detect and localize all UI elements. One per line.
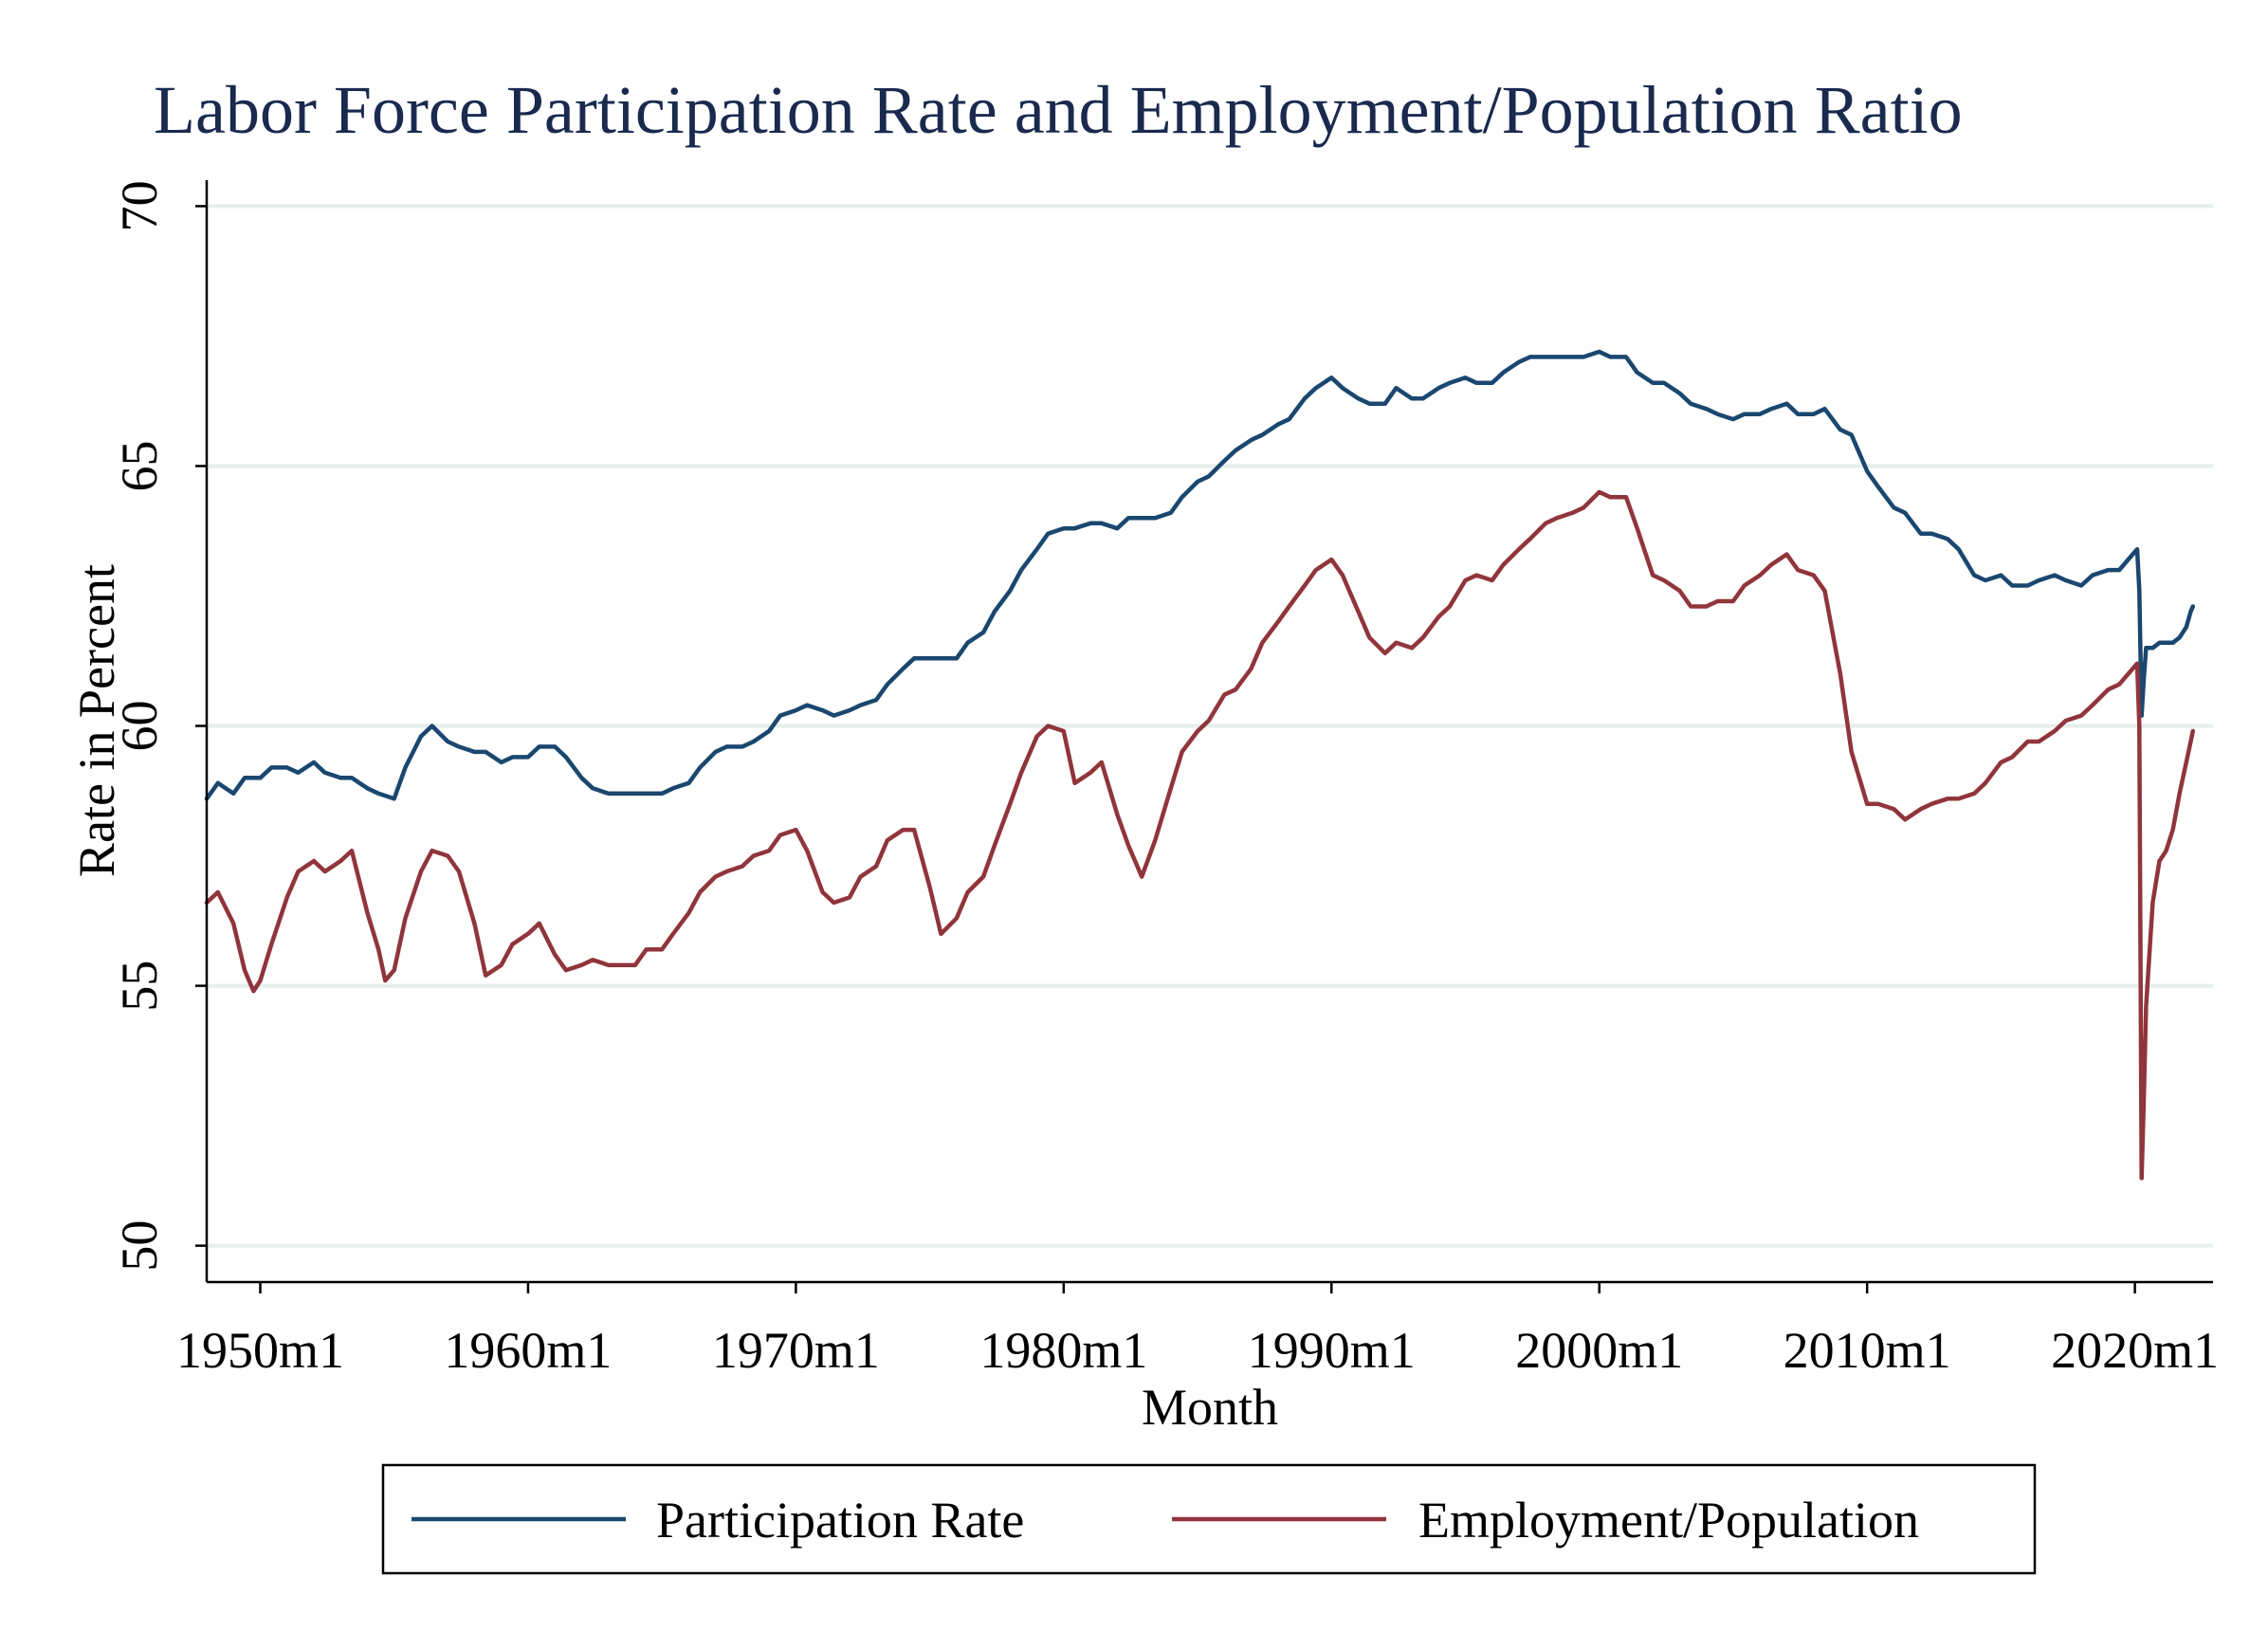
y-axis-title: Rate in Percent	[68, 564, 125, 877]
x-tick-label: 1980m1	[979, 1322, 1147, 1379]
x-tick-label: 1970m1	[712, 1322, 880, 1379]
x-tick-label: 2010m1	[1783, 1322, 1951, 1379]
y-axis-ticks: 50 55 60 65 70	[111, 180, 207, 1272]
x-axis-ticks: 1950m1 1960m1 1970m1 1980m1 1990m1 2000m1 2010…	[176, 1282, 2219, 1379]
axes	[205, 180, 2213, 1284]
chart-title: Labor Force Participation Rate and Emplo…	[154, 72, 1963, 148]
x-tick-label: 2020m1	[2051, 1322, 2219, 1379]
legend-label-employment-population: Employment/Population	[1418, 1492, 1919, 1549]
y-tick-label: 65	[111, 440, 168, 491]
series-group	[204, 349, 2196, 1181]
gridlines	[207, 204, 2213, 1248]
x-axis-title: Month	[1142, 1379, 1278, 1436]
y-tick-label: 50	[111, 1220, 168, 1272]
legend-label-participation-rate: Participation Rate	[656, 1492, 1024, 1549]
legend: Participation Rate Employment/Population	[381, 1463, 2037, 1575]
x-tick-label: 1960m1	[444, 1322, 612, 1379]
y-tick-label: 60	[111, 701, 168, 752]
series-line-participation-rate	[204, 349, 2196, 801]
y-tick-label: 70	[111, 180, 168, 231]
series-line-employment-population	[204, 489, 2196, 1181]
y-tick-label: 55	[111, 961, 168, 1012]
x-tick-label: 2000m1	[1515, 1322, 1683, 1379]
x-tick-label: 1950m1	[176, 1322, 344, 1379]
x-tick-label: 1990m1	[1248, 1322, 1416, 1379]
